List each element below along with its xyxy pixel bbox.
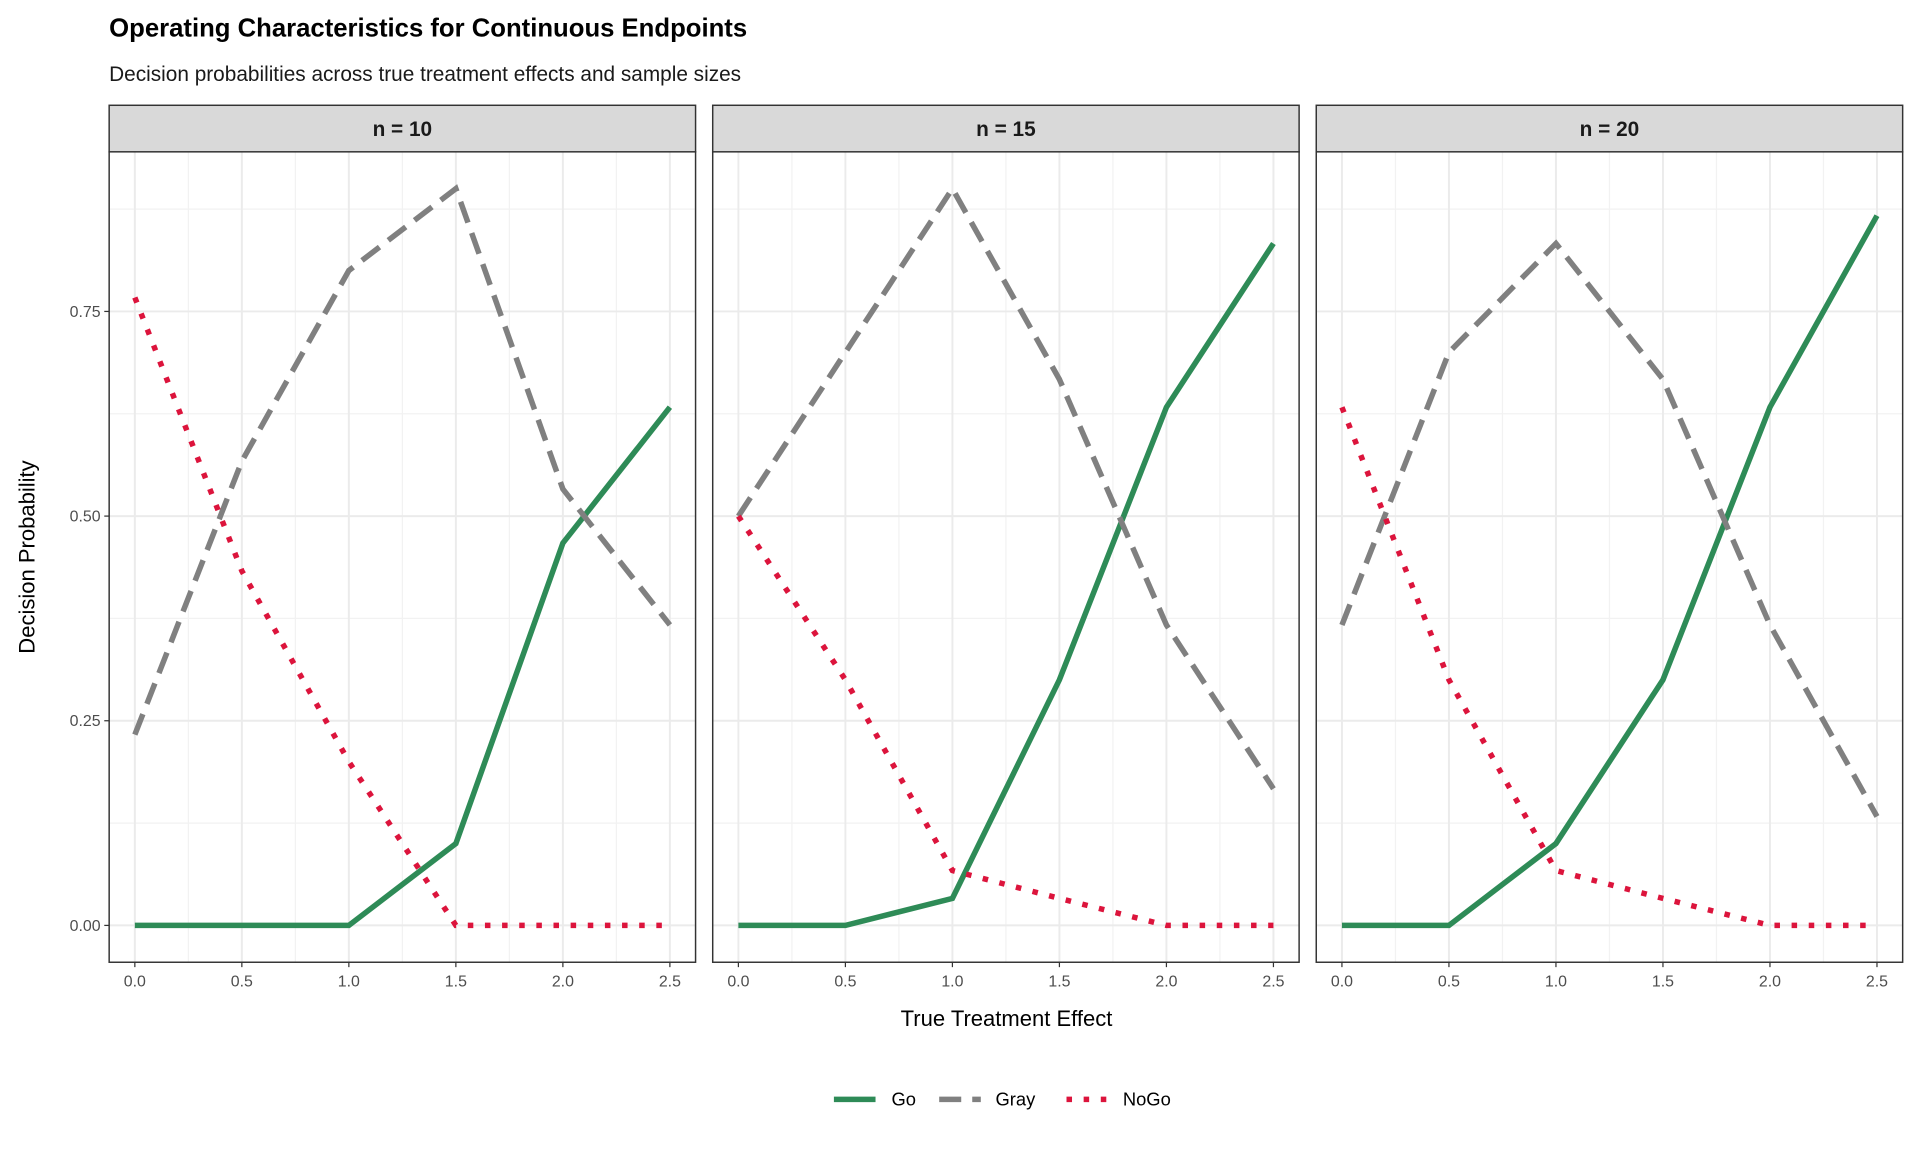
y-tick-label: 0.00: [70, 918, 101, 935]
series-line-gray: [132, 184, 673, 736]
legend-item-nogo: NoGo: [1066, 1088, 1171, 1109]
series-line-nogo: [1339, 406, 1877, 929]
x-tick-label: 2.0: [552, 974, 574, 991]
chart-subtitle: Decision probabilities across true treat…: [109, 63, 741, 86]
facet-strip: [1315, 104, 1904, 153]
y-tick-label: 0.25: [70, 713, 101, 730]
y-tick-label: 0.75: [70, 304, 101, 321]
series-line-gray: [1339, 239, 1880, 818]
x-tick-label: 0.5: [231, 974, 253, 991]
series-line-go: [1341, 214, 1880, 929]
x-tick-label: 0.0: [1331, 974, 1353, 991]
chart-title: Operating Characteristics for Continuous…: [109, 15, 747, 43]
legend: Go Gray NoGo: [833, 1088, 1171, 1109]
legend-item-go: Go: [833, 1088, 916, 1109]
x-axis-label: True Treatment Effect: [901, 1006, 1113, 1031]
panel-3: n = 20 0.0 0.5 1.0 1.5 2.0 2.5: [1315, 104, 1904, 991]
x-tick-label: 2.5: [1866, 974, 1888, 991]
x-tick-label: 1.5: [1652, 974, 1674, 991]
series-line-go: [134, 405, 673, 929]
legend-item-gray: Gray: [939, 1088, 1036, 1109]
facet-strip: [711, 104, 1300, 153]
y-tick-label: 0.50: [70, 509, 101, 526]
x-tick-label: 2.5: [659, 974, 681, 991]
series-line-go: [738, 241, 1276, 929]
series-line-nogo: [132, 296, 670, 929]
facet-strip-label: n = 15: [976, 118, 1036, 141]
facet-strip: [108, 104, 697, 153]
y-axis-label: Decision Probability: [14, 460, 39, 653]
x-tick-label: 2.0: [1155, 974, 1177, 991]
x-tick-label: 0.5: [1438, 974, 1460, 991]
panel-2: n = 15 0.0 0.5 1.0 1.5 2.0 2.5: [711, 104, 1300, 991]
facet-strip-label: n = 10: [373, 118, 433, 141]
legend-label: Go: [891, 1088, 916, 1109]
x-tick-label: 1.0: [1545, 974, 1567, 991]
facet-strip-label: n = 20: [1580, 118, 1640, 141]
series-line-nogo: [736, 514, 1274, 929]
x-tick-label: 0.5: [834, 974, 856, 991]
x-tick-label: 0.0: [124, 974, 146, 991]
x-tick-label: 2.0: [1759, 974, 1781, 991]
x-tick-label: 0.0: [727, 974, 749, 991]
legend-label: NoGo: [1123, 1088, 1171, 1109]
legend-label: Gray: [996, 1088, 1037, 1109]
x-tick-label: 1.5: [445, 974, 467, 991]
x-tick-label: 1.0: [338, 974, 360, 991]
panel-1: n = 10 0.0 0.5 1.0 1.5 2.0 2.5 0.00 0.25 0.50 0.75: [70, 104, 697, 991]
x-tick-label: 2.5: [1262, 974, 1284, 991]
series-line-gray: [736, 183, 1276, 791]
x-tick-label: 1.5: [1048, 974, 1070, 991]
x-tick-label: 1.0: [941, 974, 963, 991]
